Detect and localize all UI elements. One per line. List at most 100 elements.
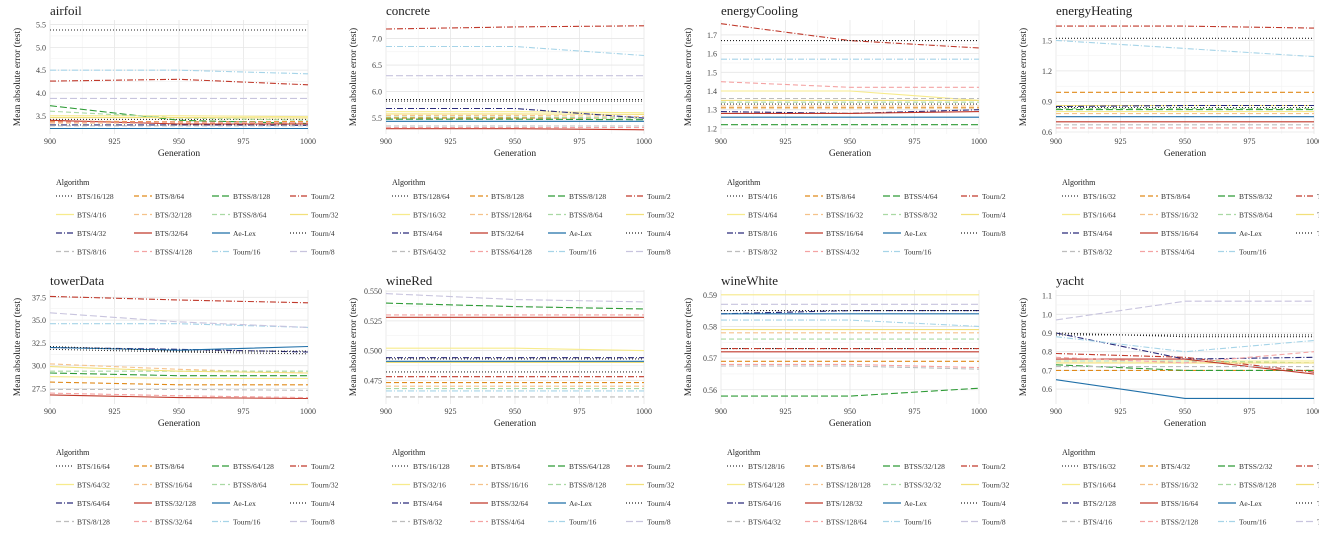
y-tick-label: 1.5 <box>1042 36 1052 45</box>
gridlines <box>720 290 980 404</box>
legend-label-tourn-32: Tourn/32 <box>311 481 339 490</box>
x-tick-label: 950 <box>509 137 521 146</box>
legend-label-bts-32-128: BTS/32/128 <box>155 211 192 220</box>
legend: Algorithm BTS/128/64 BTS/8/128 BTSS/8/128 To… <box>392 178 675 257</box>
series-line-btss-64-128 <box>385 302 645 310</box>
chart-title: airfoil <box>50 3 82 18</box>
x-tick-label: 900 <box>715 407 727 416</box>
x-axis-label: Generation <box>829 149 871 159</box>
series-line-tourn-32 <box>386 113 645 115</box>
legend-label-ae-lex: Ae-Lex <box>233 229 256 238</box>
legend-label-tourn-16: Tourn/16 <box>569 518 597 527</box>
legend-label-tourn-4: Tourn/4 <box>982 211 1006 220</box>
chart-svg-winered: wineRed 900 925 950 975 1000 0.475 0.500 0.525 0.… <box>348 273 675 527</box>
y-tick-label: 0.59 <box>703 291 717 300</box>
x-tick-label: 925 <box>109 137 121 146</box>
legend-label-btss-32-64: BTSS/32/64 <box>155 518 192 527</box>
chart-panel-energyheating: energyHeating 900 925 950 975 1000 0.6 0.9 1.2 1.… <box>1006 0 1319 265</box>
series-lines <box>1055 300 1315 399</box>
x-tick-label: 950 <box>1179 137 1191 146</box>
chart-panel-energycooling: energyCooling 900 925 950 975 1000 1.2 1.3 1.4 1.… <box>671 0 1006 265</box>
legend-label-tourn-2: Tourn/2 <box>647 192 671 201</box>
legend-label-bts-4-16: BTS/4/16 <box>748 192 777 201</box>
x-tick-label: 1000 <box>971 137 987 146</box>
x-tick-label: 975 <box>574 137 586 146</box>
series-line-btss-4-32 <box>720 81 979 88</box>
legend-label-bts-4-64: BTS/4/64 <box>413 499 442 508</box>
chart-svg-concrete: concrete 900 925 950 975 1000 5.5 6.0 6.5 7.0 Gene… <box>348 3 675 257</box>
series-line-btss-8-128 <box>1056 360 1315 364</box>
x-tick-label: 1000 <box>1306 407 1319 416</box>
chart-title: towerData <box>50 273 104 288</box>
legend-label-bts-8-64: BTS/8/64 <box>155 192 184 201</box>
legend-label-ae-lex: Ae-Lex <box>904 499 927 508</box>
legend-label-btss-4-64: BTSS/4/64 <box>491 518 525 527</box>
legend-label-btss-2-32: BTSS/2/32 <box>1239 462 1273 471</box>
legend-label-bts-4-64: BTS/4/64 <box>413 229 442 238</box>
legend-label-btss-8-128: BTSS/8/128 <box>233 192 270 201</box>
x-tick-label: 900 <box>380 137 392 146</box>
legend-title: Algorithm <box>392 448 426 457</box>
legend-label-btss-16-64: BTSS/16/64 <box>155 481 192 490</box>
series-line-tourn-4 <box>1055 332 1314 338</box>
legend-label-tourn-16: Tourn/16 <box>233 518 261 527</box>
series-line-ae-lex <box>1055 379 1314 399</box>
legend-label-tourn-16: Tourn/16 <box>904 518 932 527</box>
y-tick-label: 0.6 <box>1042 385 1052 394</box>
legend-label-bts-16-32: BTS/16/32 <box>1083 462 1116 471</box>
legend-label-btss-8-32: BTSS/8/32 <box>1239 192 1273 201</box>
legend-label-bts-128-32: BTS/128/32 <box>826 499 863 508</box>
series-line-tourn-2 <box>1055 352 1315 373</box>
legend-label-btss-64-128: BTSS/64/128 <box>491 248 532 257</box>
series-line-bts-32-64 <box>49 119 308 125</box>
legend-label-ae-lex: Ae-Lex <box>569 229 592 238</box>
series-line-btss-16-64 <box>49 363 309 374</box>
y-tick-label: 1.4 <box>707 87 717 96</box>
legend-label-bts-16-32: BTS/16/32 <box>413 211 446 220</box>
x-axis-label: Generation <box>829 419 871 429</box>
y-tick-label: 0.500 <box>364 347 382 356</box>
y-tick-label: 0.550 <box>364 287 382 296</box>
series-line-btss-16-64 <box>721 111 980 114</box>
series-line-tourn-16 <box>721 319 980 327</box>
legend-label-btss-8-128: BTSS/8/128 <box>569 481 606 490</box>
legend-label-bts-128-64: BTS/128/64 <box>413 192 450 201</box>
legend-label-bts-8-32: BTS/8/32 <box>413 518 442 527</box>
x-tick-label: 1000 <box>636 137 652 146</box>
series-line-tourn-32 <box>49 366 309 374</box>
y-tick-label: 0.9 <box>1042 329 1052 338</box>
x-tick-label: 950 <box>173 407 185 416</box>
y-tick-label: 4.5 <box>36 66 46 75</box>
y-tick-label: 0.57 <box>703 354 717 363</box>
series-line-bts-64-32 <box>721 365 980 370</box>
x-tick-label: 950 <box>509 407 521 416</box>
legend-label-btss-64-128: BTSS/64/128 <box>233 462 274 471</box>
legend-label-bts-4-16: BTS/4/16 <box>1083 518 1112 527</box>
series-line-tourn-2 <box>385 25 645 30</box>
chart-title: wineWhite <box>721 273 778 288</box>
x-tick-label: 1000 <box>636 407 652 416</box>
chart-panel-winewhite: wineWhite 900 925 950 975 1000 0.56 0.57 0.58 0.5… <box>671 270 1010 535</box>
legend-title: Algorithm <box>1062 448 1096 457</box>
legend-label-bts-8-32: BTS/8/32 <box>1083 248 1112 257</box>
chart-svg-airfoil: airfoil 900 925 950 975 1000 3.5 4.0 4.5 5.0 5.5 Ge… <box>12 3 339 257</box>
legend-label-btss-128-128: BTSS/128/128 <box>826 481 871 490</box>
legend-label-btss-4-128: BTSS/4/128 <box>155 248 192 257</box>
legend-label-bts-16-32: BTS/16/32 <box>1083 192 1116 201</box>
legend-label-tourn-32: Tourn/32 <box>647 211 675 220</box>
legend-label-bts-2-128: BTS/2/128 <box>1083 499 1116 508</box>
legend-label-tourn-2: Tourn/2 <box>1317 192 1319 201</box>
legend-label-btss-4-64: BTSS/4/64 <box>904 192 938 201</box>
legend-label-tourn-8: Tourn/8 <box>647 518 671 527</box>
legend-label-btss-16-64: BTSS/16/64 <box>1161 229 1198 238</box>
x-tick-label: 925 <box>445 137 457 146</box>
x-tick-label: 925 <box>780 407 792 416</box>
chart-panel-winered: wineRed 900 925 950 975 1000 0.475 0.500 0.525 0.… <box>336 270 675 535</box>
series-line-tourn-2 <box>49 78 309 86</box>
legend-label-tourn-32: Tourn/32 <box>1317 481 1319 490</box>
x-tick-label: 900 <box>1050 137 1062 146</box>
series-line-tourn-16 <box>1055 336 1315 353</box>
chart-svg-energycooling: energyCooling 900 925 950 975 1000 1.2 1.3 1.4 1.… <box>683 3 1006 257</box>
legend-label-ae-lex: Ae-Lex <box>1239 229 1262 238</box>
